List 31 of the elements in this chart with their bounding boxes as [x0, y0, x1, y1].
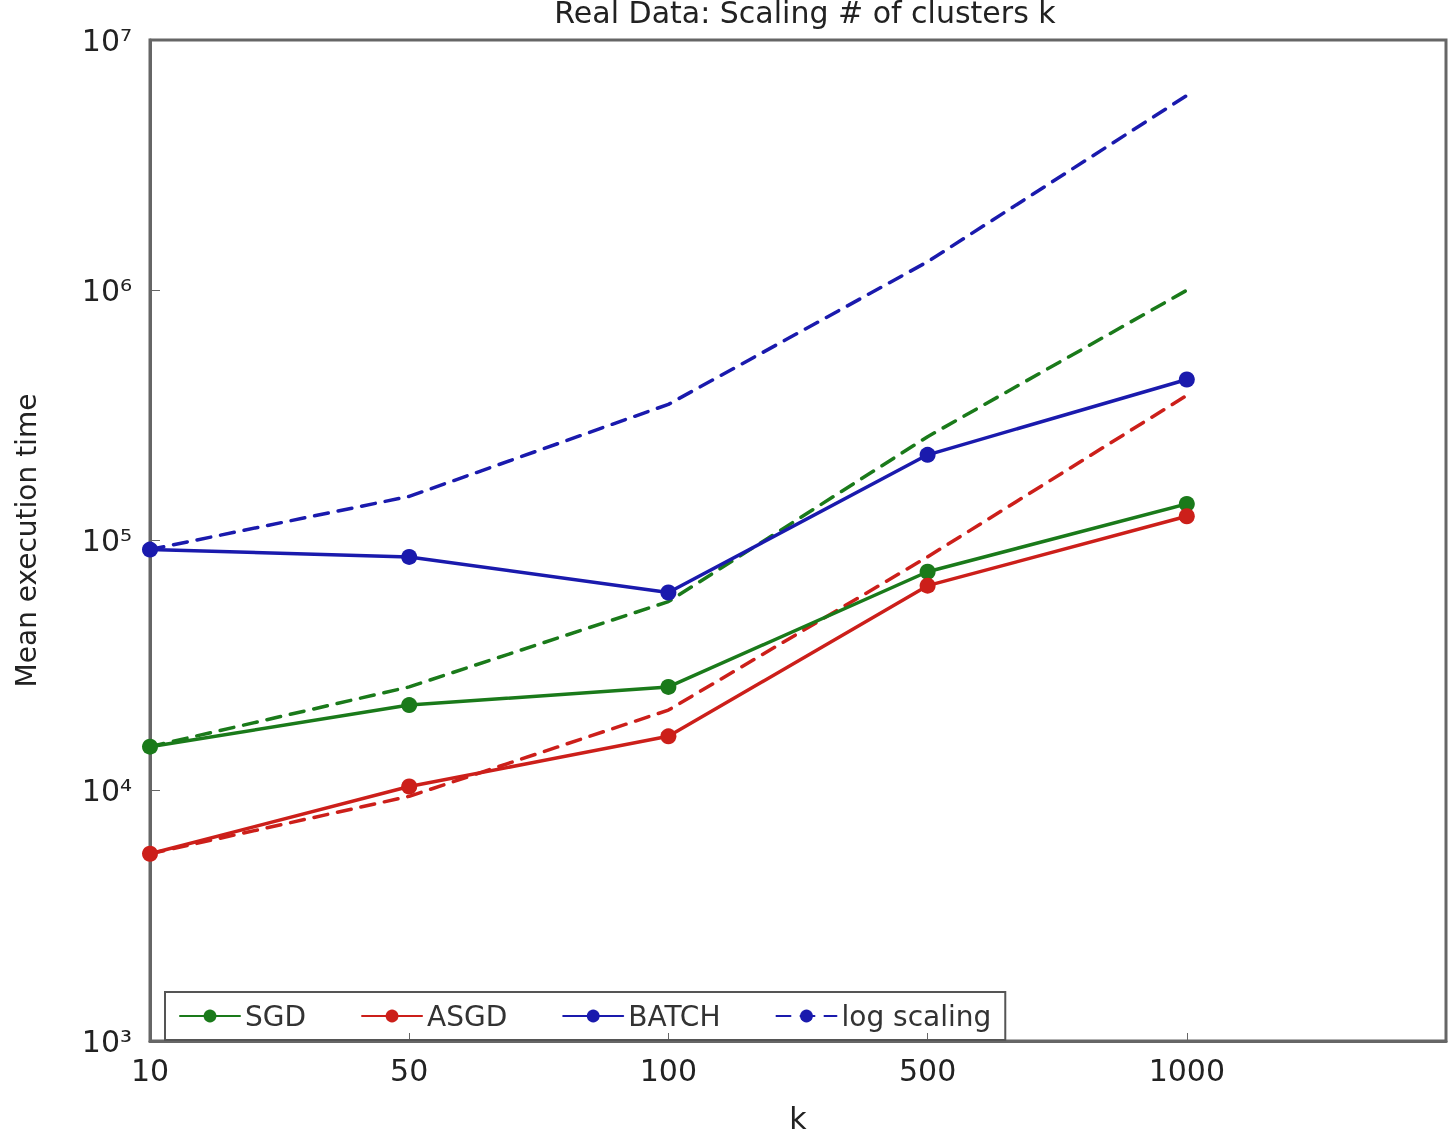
legend-label: SGD [245, 999, 307, 1033]
point [401, 697, 418, 714]
point [919, 577, 936, 594]
point [919, 563, 936, 580]
point [401, 778, 418, 795]
point [142, 845, 158, 862]
point [660, 728, 677, 745]
x-axis-title: k [789, 1100, 808, 1136]
point [142, 541, 158, 558]
x-tick-label: 10 [130, 1052, 170, 1088]
y-tick-label: 10³ [81, 1023, 132, 1059]
y-tick-label: 10⁶ [81, 272, 132, 308]
point [1178, 371, 1195, 388]
x-tick-label: 1000 [1148, 1052, 1225, 1088]
x-tick-label: 500 [898, 1052, 957, 1088]
x-tick-label: 50 [390, 1052, 429, 1088]
point [142, 738, 158, 755]
y-axis-title: Mean execution time [9, 393, 43, 688]
x-tick-label: 100 [639, 1052, 698, 1088]
point [1178, 508, 1195, 525]
point [660, 678, 677, 695]
point [660, 584, 677, 601]
point [401, 548, 418, 565]
chart-title: Real Data: Scaling # of clusters k [554, 0, 1057, 30]
point [919, 446, 936, 463]
y-tick-label: 10⁷ [81, 22, 132, 58]
legend-label: BATCH [628, 999, 721, 1033]
legend-label: log scaling [841, 999, 992, 1033]
y-tick-label: 10⁵ [81, 523, 132, 558]
y-tick-label: 10⁴ [81, 773, 132, 809]
legend-label: ASGD [427, 999, 508, 1033]
